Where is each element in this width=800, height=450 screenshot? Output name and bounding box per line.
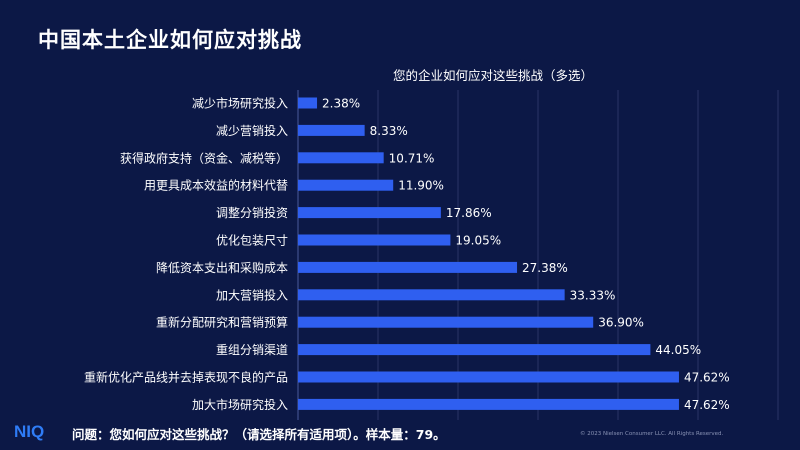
bar [298, 316, 594, 328]
data-label: 47.62% [684, 398, 730, 412]
category-label: 加大市场研究投入 [192, 397, 288, 412]
data-label: 44.05% [655, 343, 701, 357]
category-label: 重新分配研究和营销预算 [156, 315, 288, 330]
bar [298, 289, 565, 301]
category-label: 调整分销投资 [216, 205, 288, 220]
category-label: 减少营销投入 [216, 123, 288, 138]
data-label: 17.86% [446, 206, 492, 220]
niq-logo: NIQ [14, 420, 60, 446]
category-label: 降低资本支出和采购成本 [156, 260, 288, 275]
category-label: 加大营销投入 [216, 287, 288, 302]
bar [298, 398, 679, 410]
bar [298, 207, 441, 219]
data-label: 19.05% [455, 234, 501, 248]
data-label: 36.90% [598, 316, 644, 330]
category-label: 优化包装尺寸 [216, 234, 288, 248]
category-label: 用更具成本效益的材料代替 [144, 178, 288, 193]
survey-question: 问题：您如何应对这些挑战？（请选择所有适用项）。样本量：79。 [72, 427, 446, 442]
category-label: 重组分销渠道 [216, 343, 288, 357]
chart-title: 您的企业如何应对这些挑战（多选） [393, 68, 593, 83]
copyright-notice: © 2023 Nielsen Consumer LLC. All Rights … [580, 431, 724, 437]
slide-title: 中国本土企业如何应对挑战 [38, 28, 302, 52]
bar [298, 234, 451, 246]
data-label: 47.62% [684, 371, 730, 385]
data-label: 11.90% [398, 179, 444, 193]
bar [298, 124, 365, 136]
bar-chart: 您的企业如何应对这些挑战（多选） 减少市场研究投入 2.38% 减少营销投入 8.33%… [84, 68, 779, 420]
bar [298, 152, 384, 164]
bar [298, 261, 518, 273]
bar [298, 97, 318, 109]
bar [298, 179, 394, 191]
bar [298, 344, 651, 356]
category-label: 重新优化产品线并去掉表现不良的产品 [84, 370, 288, 385]
data-label: 33.33% [570, 288, 616, 302]
data-label: 2.38% [322, 97, 360, 111]
category-label: 获得政府支持（资金、减税等） [120, 150, 288, 165]
bar [298, 371, 679, 383]
data-label: 8.33% [370, 124, 408, 138]
data-label: 27.38% [522, 261, 568, 275]
data-label: 10.71% [389, 151, 435, 165]
logo-text: NIQ [14, 422, 44, 441]
category-label: 减少市场研究投入 [192, 96, 288, 111]
